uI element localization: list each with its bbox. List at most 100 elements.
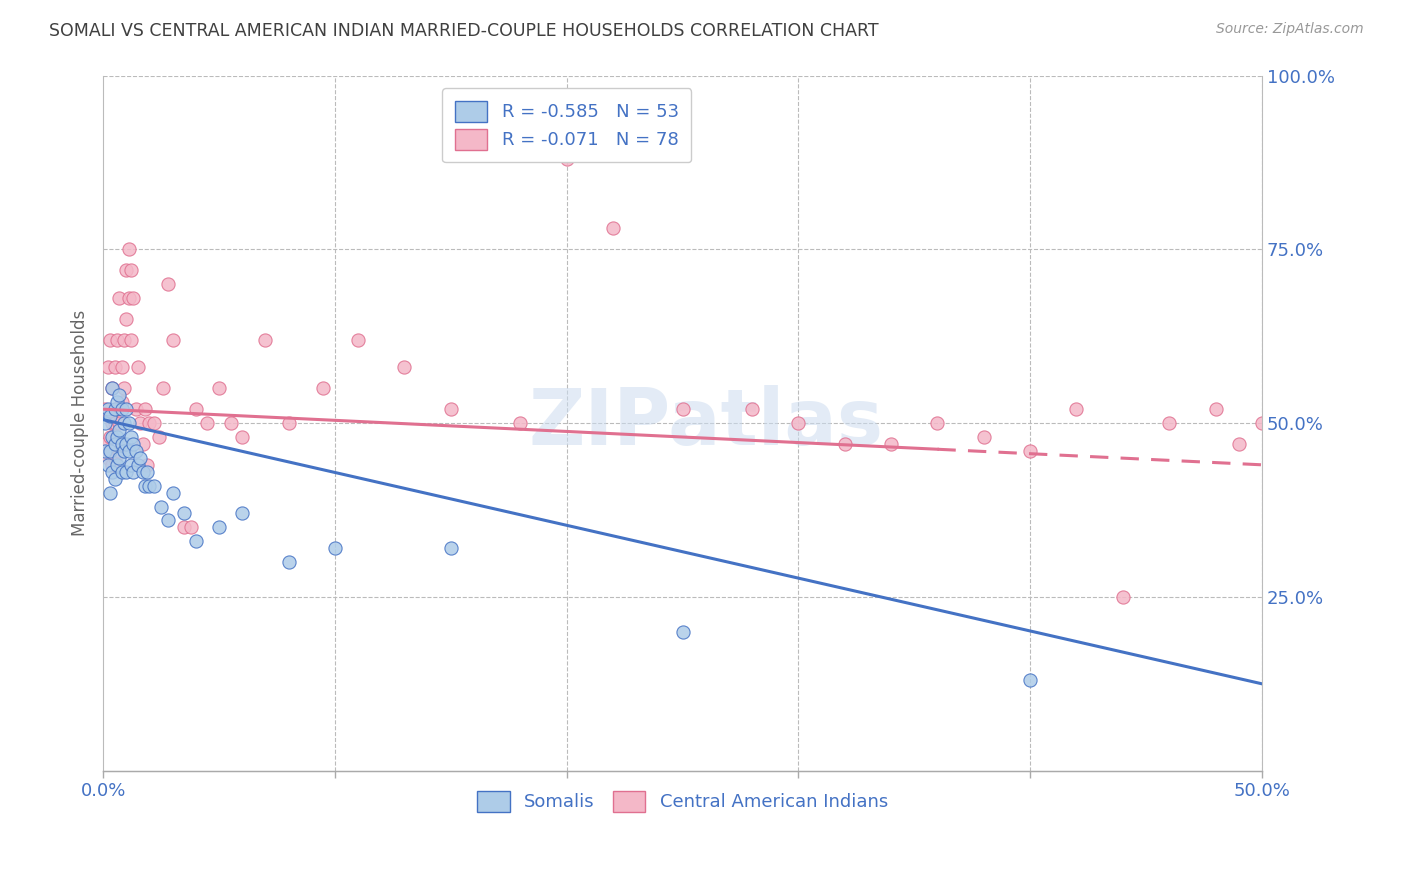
Point bbox=[162, 333, 184, 347]
Point bbox=[97, 458, 120, 472]
Point bbox=[1066, 402, 1088, 417]
Point bbox=[97, 402, 120, 417]
Point bbox=[101, 465, 124, 479]
Point bbox=[108, 444, 131, 458]
Point bbox=[112, 416, 135, 430]
Point bbox=[101, 416, 124, 430]
Point bbox=[509, 416, 531, 430]
Point bbox=[152, 381, 174, 395]
Point bbox=[98, 409, 121, 424]
Point bbox=[394, 360, 416, 375]
Point bbox=[231, 507, 253, 521]
Point bbox=[105, 395, 128, 409]
Point bbox=[1227, 437, 1250, 451]
Point bbox=[112, 381, 135, 395]
Point bbox=[111, 395, 134, 409]
Point bbox=[111, 402, 134, 417]
Point bbox=[108, 450, 131, 465]
Point bbox=[112, 333, 135, 347]
Point bbox=[117, 416, 139, 430]
Point bbox=[94, 444, 117, 458]
Point bbox=[104, 437, 127, 451]
Point bbox=[111, 437, 134, 451]
Point bbox=[105, 333, 128, 347]
Y-axis label: Married-couple Households: Married-couple Households bbox=[72, 310, 89, 536]
Point bbox=[105, 458, 128, 472]
Point bbox=[115, 437, 138, 451]
Point bbox=[115, 311, 138, 326]
Point bbox=[127, 360, 149, 375]
Point bbox=[94, 416, 117, 430]
Point bbox=[208, 381, 231, 395]
Point bbox=[277, 416, 299, 430]
Point bbox=[208, 520, 231, 534]
Point bbox=[117, 242, 139, 256]
Point bbox=[108, 291, 131, 305]
Point bbox=[98, 485, 121, 500]
Point bbox=[157, 277, 180, 291]
Point bbox=[108, 423, 131, 437]
Point bbox=[231, 430, 253, 444]
Point bbox=[134, 402, 156, 417]
Point bbox=[143, 478, 166, 492]
Point bbox=[94, 437, 117, 451]
Point bbox=[671, 402, 693, 417]
Point bbox=[112, 444, 135, 458]
Point bbox=[97, 360, 120, 375]
Point bbox=[104, 472, 127, 486]
Point bbox=[138, 416, 160, 430]
Point bbox=[741, 402, 763, 417]
Point bbox=[602, 221, 624, 235]
Point bbox=[117, 444, 139, 458]
Point bbox=[180, 520, 202, 534]
Point bbox=[98, 444, 121, 458]
Point bbox=[184, 534, 207, 549]
Point bbox=[129, 416, 152, 430]
Point bbox=[219, 416, 242, 430]
Point bbox=[787, 416, 810, 430]
Point bbox=[117, 291, 139, 305]
Point bbox=[927, 416, 949, 430]
Point bbox=[120, 333, 142, 347]
Point bbox=[105, 402, 128, 417]
Text: Source: ZipAtlas.com: Source: ZipAtlas.com bbox=[1216, 22, 1364, 37]
Point bbox=[127, 458, 149, 472]
Point bbox=[124, 402, 146, 417]
Point bbox=[834, 437, 856, 451]
Point bbox=[1112, 590, 1135, 604]
Point bbox=[138, 478, 160, 492]
Point bbox=[134, 478, 156, 492]
Point bbox=[973, 430, 995, 444]
Point bbox=[173, 520, 195, 534]
Point bbox=[184, 402, 207, 417]
Point bbox=[555, 152, 578, 166]
Point bbox=[111, 360, 134, 375]
Point bbox=[143, 416, 166, 430]
Point bbox=[108, 388, 131, 402]
Point bbox=[277, 555, 299, 569]
Point bbox=[104, 402, 127, 417]
Point bbox=[671, 624, 693, 639]
Point bbox=[101, 458, 124, 472]
Point bbox=[111, 437, 134, 451]
Point bbox=[120, 263, 142, 277]
Point bbox=[104, 450, 127, 465]
Point bbox=[197, 416, 219, 430]
Point bbox=[104, 416, 127, 430]
Point bbox=[150, 500, 173, 514]
Text: ZIPatlas: ZIPatlas bbox=[529, 385, 883, 461]
Point bbox=[120, 430, 142, 444]
Point bbox=[440, 541, 463, 556]
Point bbox=[129, 450, 152, 465]
Point bbox=[162, 485, 184, 500]
Point bbox=[122, 437, 145, 451]
Point bbox=[312, 381, 335, 395]
Point bbox=[157, 513, 180, 527]
Point bbox=[1251, 416, 1274, 430]
Point bbox=[136, 465, 159, 479]
Point bbox=[122, 465, 145, 479]
Point bbox=[101, 381, 124, 395]
Point bbox=[111, 465, 134, 479]
Point bbox=[105, 430, 128, 444]
Point bbox=[98, 430, 121, 444]
